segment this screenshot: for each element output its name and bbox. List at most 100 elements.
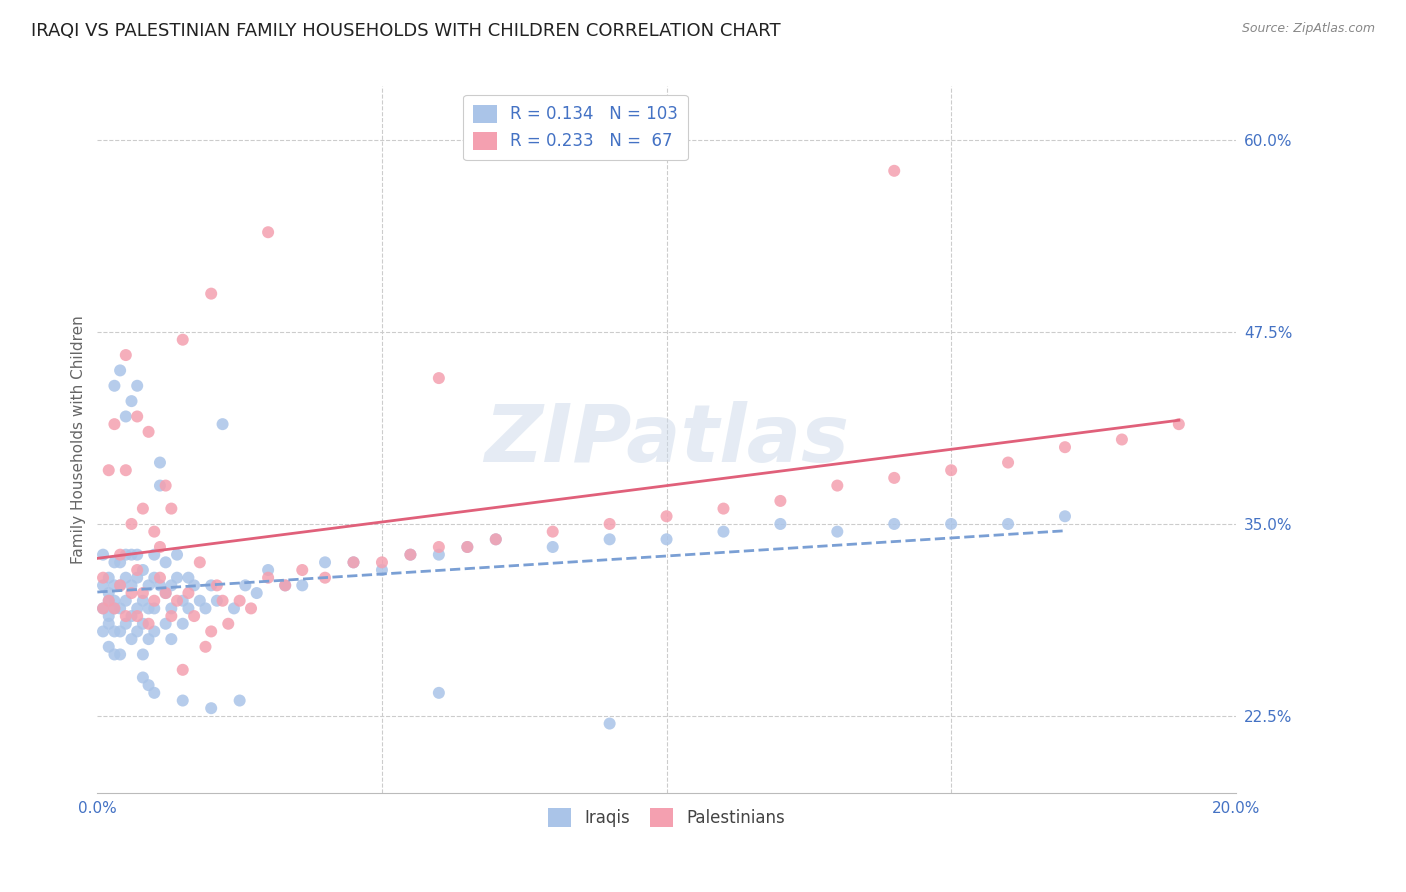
Point: [240, 601, 263, 615]
Point: [172, 663, 194, 677]
Point: [200, 578, 222, 592]
Point: [769, 516, 792, 531]
Point: [427, 686, 450, 700]
Point: [114, 348, 136, 362]
Point: [1111, 433, 1133, 447]
Point: [427, 371, 450, 385]
Point: [127, 563, 149, 577]
Point: [114, 616, 136, 631]
Point: [228, 593, 250, 607]
Point: [91, 601, 114, 615]
Point: [1167, 417, 1189, 432]
Point: [155, 616, 177, 631]
Point: [121, 578, 143, 592]
Point: [655, 509, 678, 524]
Text: IRAQI VS PALESTINIAN FAMILY HOUSEHOLDS WITH CHILDREN CORRELATION CHART: IRAQI VS PALESTINIAN FAMILY HOUSEHOLDS W…: [31, 22, 780, 40]
Point: [939, 516, 962, 531]
Point: [655, 533, 678, 547]
Point: [155, 586, 177, 600]
Point: [274, 578, 297, 592]
Point: [200, 701, 222, 715]
Point: [205, 593, 228, 607]
Point: [541, 524, 564, 539]
Point: [371, 555, 394, 569]
Point: [166, 548, 188, 562]
Point: [160, 632, 183, 646]
Point: [188, 555, 211, 569]
Point: [132, 563, 155, 577]
Point: [108, 363, 131, 377]
Point: [103, 417, 125, 432]
Point: [97, 593, 120, 607]
Point: [132, 593, 155, 607]
Point: [257, 225, 280, 239]
Point: [883, 516, 905, 531]
Point: [103, 593, 125, 607]
Point: [257, 563, 280, 577]
Point: [103, 378, 125, 392]
Point: [103, 601, 125, 615]
Point: [599, 716, 621, 731]
Point: [997, 516, 1019, 531]
Point: [132, 586, 155, 600]
Point: [143, 686, 166, 700]
Point: [108, 648, 131, 662]
Point: [121, 586, 143, 600]
Point: [177, 601, 200, 615]
Point: [883, 471, 905, 485]
Point: [228, 693, 250, 707]
Point: [108, 601, 131, 615]
Point: [997, 456, 1019, 470]
Point: [456, 540, 478, 554]
Point: [108, 578, 131, 592]
Point: [91, 601, 114, 615]
Point: [274, 578, 297, 592]
Point: [314, 571, 336, 585]
Legend: Iraqis, Palestinians: Iraqis, Palestinians: [541, 802, 792, 834]
Point: [103, 601, 125, 615]
Point: [155, 586, 177, 600]
Point: [108, 578, 131, 592]
Point: [149, 578, 172, 592]
Point: [149, 456, 172, 470]
Point: [177, 586, 200, 600]
Point: [541, 540, 564, 554]
Point: [91, 624, 114, 639]
Point: [97, 571, 120, 585]
Point: [121, 548, 143, 562]
Point: [103, 648, 125, 662]
Point: [166, 593, 188, 607]
Point: [160, 601, 183, 615]
Point: [166, 571, 188, 585]
Point: [97, 640, 120, 654]
Point: [172, 616, 194, 631]
Point: [143, 571, 166, 585]
Point: [155, 555, 177, 569]
Point: [217, 616, 239, 631]
Point: [127, 378, 149, 392]
Point: [103, 624, 125, 639]
Point: [143, 593, 166, 607]
Point: [172, 593, 194, 607]
Point: [97, 463, 120, 477]
Point: [485, 533, 508, 547]
Point: [114, 548, 136, 562]
Point: [97, 586, 120, 600]
Point: [108, 624, 131, 639]
Point: [371, 563, 394, 577]
Point: [183, 578, 205, 592]
Point: [599, 516, 621, 531]
Point: [599, 533, 621, 547]
Point: [97, 593, 120, 607]
Point: [149, 540, 172, 554]
Point: [939, 463, 962, 477]
Point: [456, 540, 478, 554]
Point: [160, 609, 183, 624]
Point: [138, 601, 160, 615]
Point: [138, 578, 160, 592]
Point: [827, 524, 849, 539]
Point: [91, 578, 114, 592]
Point: [246, 586, 269, 600]
Point: [399, 548, 422, 562]
Point: [205, 578, 228, 592]
